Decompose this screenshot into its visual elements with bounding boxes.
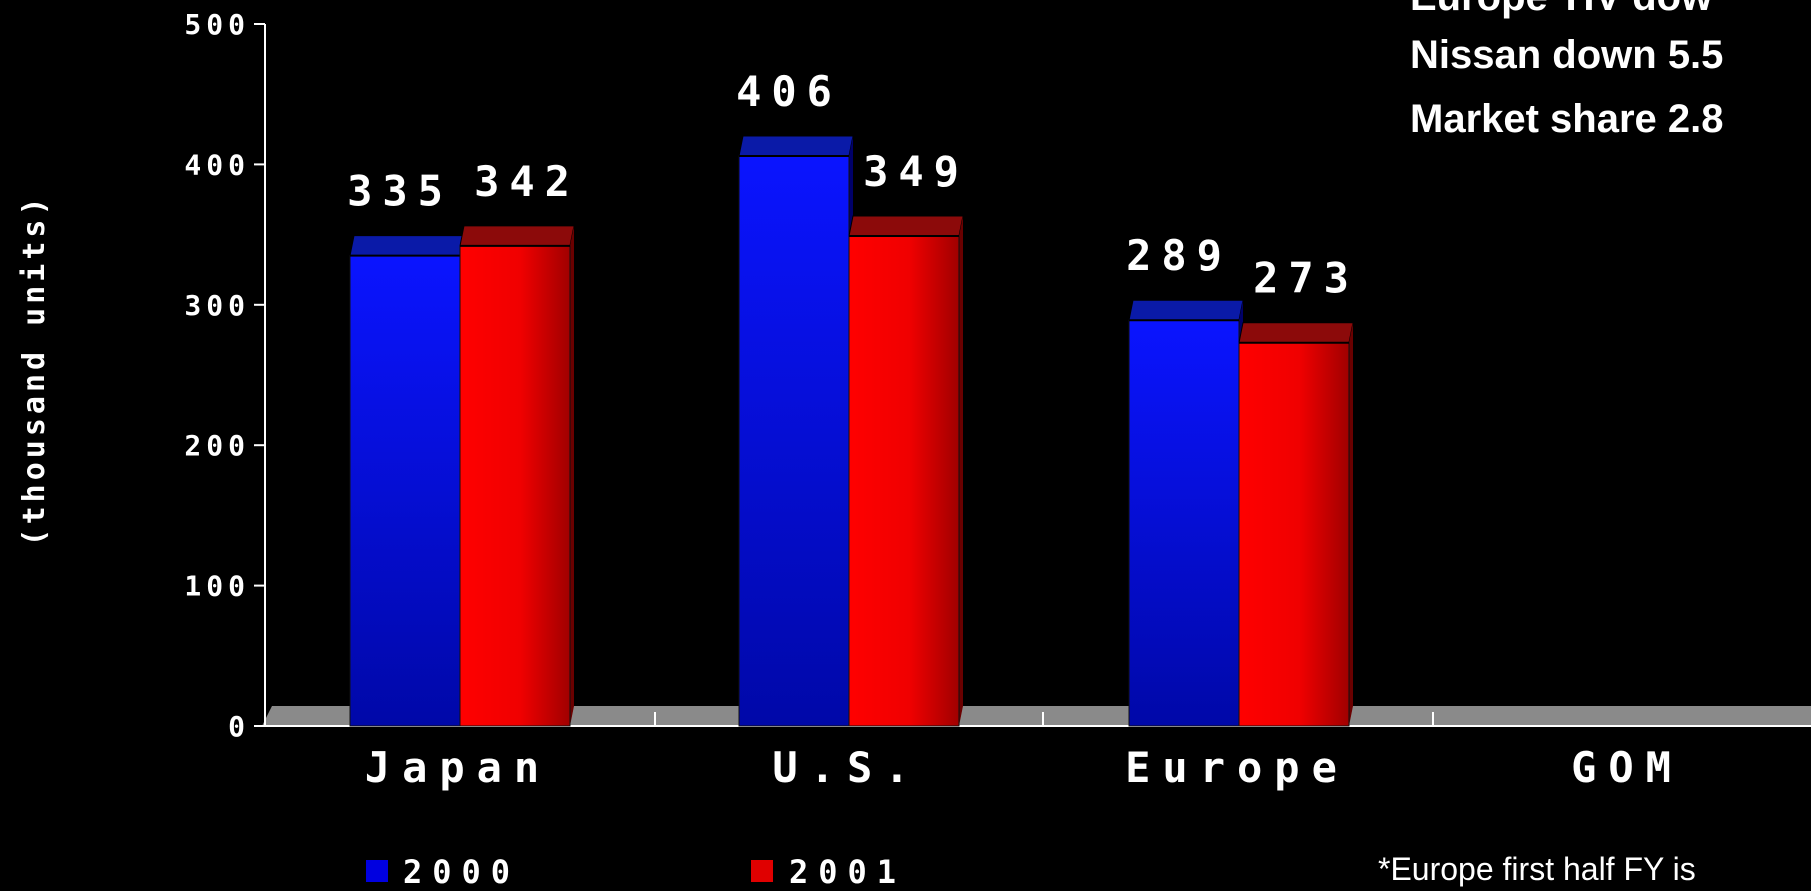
data-label: 335 <box>347 167 453 216</box>
y-tick-label: 0 <box>228 710 250 743</box>
annotation-europe-tiv: Europe TIV dow <box>1410 0 1713 19</box>
data-label: 273 <box>1253 254 1359 303</box>
y-tick-label: 500 <box>184 8 250 41</box>
data-label: 342 <box>474 157 580 206</box>
legend-label-2000: 2000 <box>403 853 520 891</box>
data-label: 289 <box>1126 231 1232 280</box>
y-axis-title: (thousand units) <box>17 194 52 547</box>
legend: 2000 2001 <box>366 853 906 891</box>
annotation-market-share: Market share 2.8 <box>1410 97 1724 141</box>
bar-2000-japan <box>349 235 465 727</box>
y-tick-label: 300 <box>184 289 250 322</box>
bar-2001-us <box>848 215 964 727</box>
bar-2001-europe <box>1238 322 1354 727</box>
x-tick-label: U.S. <box>772 743 921 792</box>
legend-label-2001: 2001 <box>789 853 906 891</box>
y-tick-label: 100 <box>184 570 250 603</box>
x-tick-label: Japan <box>365 743 551 792</box>
data-label: 406 <box>736 67 842 116</box>
data-label: 349 <box>863 147 969 196</box>
x-tick-label: GOM <box>1571 743 1683 792</box>
legend-swatch-2000 <box>366 860 388 882</box>
x-tick-label: Europe <box>1125 743 1349 792</box>
annotation-nissan-down: Nissan down 5.5 <box>1410 33 1723 77</box>
bar-2000-europe <box>1128 299 1244 727</box>
footnote: *Europe first half FY is <box>1378 851 1696 887</box>
chart-floor <box>262 706 1811 726</box>
bar-2000-us <box>738 135 854 727</box>
y-tick-label: 400 <box>184 148 250 181</box>
y-tick-label: 200 <box>184 429 250 462</box>
bar-2001-japan <box>459 225 575 727</box>
legend-swatch-2001 <box>751 860 773 882</box>
